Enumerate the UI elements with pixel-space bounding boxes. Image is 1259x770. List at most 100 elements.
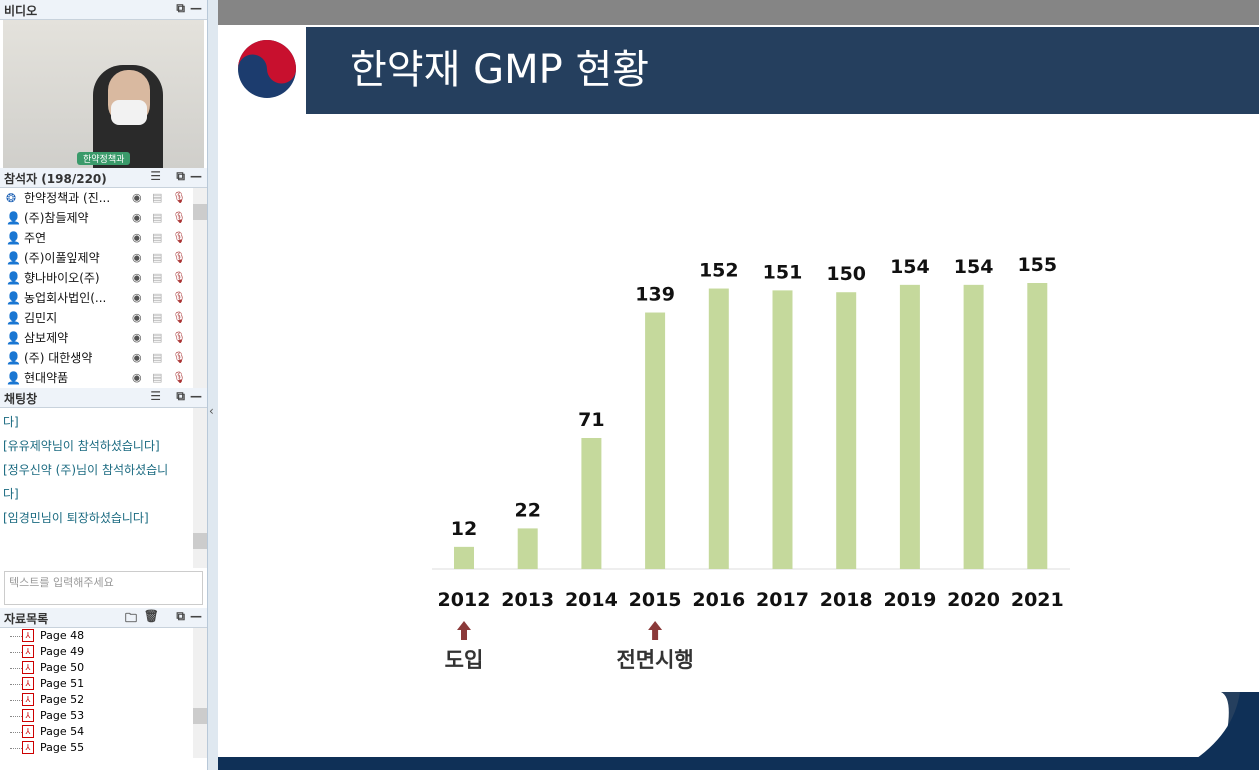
files-header: 자료목록 🗀 🗑 ⧉ —: [0, 608, 207, 628]
camera-icon[interactable]: ◉: [132, 311, 142, 324]
user-icon: 👤: [6, 211, 21, 225]
participant-name: 농업회사법인(...: [24, 291, 107, 305]
bar: [517, 528, 538, 569]
participant-row[interactable]: 👤 현대약품 ◉ ▤ 🎙: [0, 368, 207, 388]
camera-icon[interactable]: ◉: [132, 291, 142, 304]
participant-row[interactable]: 👤 삼보제약 ◉ ▤ 🎙: [0, 328, 207, 348]
mic-icon[interactable]: 🎙: [172, 271, 186, 284]
file-item[interactable]: ⅄ Page 49: [10, 644, 207, 660]
file-name: Page 48: [40, 629, 85, 642]
participant-row[interactable]: 👤 농업회사법인(... ◉ ▤ 🎙: [0, 288, 207, 308]
data-label: 154: [954, 256, 994, 278]
chat-input[interactable]: 텍스트를 입력해주세요: [4, 571, 203, 605]
participant-row[interactable]: ❂ 한약정책과 (진... ◉ ▤ 🎙: [0, 188, 207, 208]
participant-row[interactable]: 👤 김민지 ◉ ▤ 🎙: [0, 308, 207, 328]
document-icon[interactable]: ▤: [152, 231, 163, 244]
slide-title: 한약재 GMP 현황: [306, 27, 1259, 114]
document-icon[interactable]: ▤: [152, 291, 163, 304]
mic-icon[interactable]: 🎙: [172, 331, 186, 344]
scrollbar[interactable]: [193, 628, 207, 758]
file-name: Page 55: [40, 741, 85, 754]
camera-icon[interactable]: ◉: [132, 251, 142, 264]
participant-row[interactable]: 👤 주연 ◉ ▤ 🎙: [0, 228, 207, 248]
minimize-icon[interactable]: —: [190, 609, 202, 623]
data-label: 154: [890, 256, 930, 278]
camera-icon[interactable]: ◉: [132, 331, 142, 344]
popout-icon[interactable]: ⧉: [176, 389, 185, 403]
participant-name: 김민지: [24, 311, 58, 325]
mic-icon[interactable]: 🎙: [172, 251, 186, 264]
panel-splitter[interactable]: ‹: [208, 0, 218, 770]
mic-icon[interactable]: 🎙: [172, 291, 186, 304]
camera-icon[interactable]: ◉: [132, 371, 142, 384]
file-item[interactable]: ⅄ Page 48: [10, 628, 207, 644]
participant-name: 삼보제약: [24, 331, 69, 345]
x-tick-label: 2013: [501, 589, 554, 611]
document-icon[interactable]: ▤: [152, 211, 163, 224]
data-label: 71: [578, 409, 604, 431]
pdf-icon: ⅄: [22, 677, 34, 690]
document-icon[interactable]: ▤: [152, 331, 163, 344]
popout-icon[interactable]: ⧉: [176, 1, 185, 15]
camera-icon[interactable]: ◉: [132, 211, 142, 224]
x-tick-label: 2012: [438, 589, 491, 611]
file-item[interactable]: ⅄ Page 50: [10, 660, 207, 676]
participant-row[interactable]: 👤 (주)참들제약 ◉ ▤ 🎙: [0, 208, 207, 228]
mic-icon[interactable]: 🎙: [172, 231, 186, 244]
data-label: 150: [826, 263, 866, 285]
participant-name: 현대약품: [24, 371, 69, 385]
document-icon[interactable]: ▤: [152, 251, 163, 264]
files-title: 자료목록: [4, 612, 49, 626]
menu-icon[interactable]: ☰: [150, 389, 161, 403]
file-name: Page 52: [40, 693, 85, 706]
file-list: ⅄ Page 48 ⅄ Page 49 ⅄ Page 50 ⅄ Page 51 ⅄ Page 52…: [0, 628, 207, 758]
participant-row[interactable]: 👤 향나바이오(주) ◉ ▤ 🎙: [0, 268, 207, 288]
mic-icon[interactable]: 🎙: [172, 351, 186, 364]
folder-icon[interactable]: 🗀: [124, 611, 137, 625]
camera-icon[interactable]: ◉: [132, 231, 142, 244]
host-icon: ❂: [6, 191, 17, 205]
bar: [708, 288, 729, 569]
menu-icon[interactable]: ☰: [150, 169, 161, 183]
file-name: Page 51: [40, 677, 85, 690]
participants-header: 참석자 (198/220) ☰ ⧉ —: [0, 168, 207, 188]
popout-icon[interactable]: ⧉: [176, 169, 185, 183]
participant-row[interactable]: 👤 (주) 대한생약 ◉ ▤ 🎙: [0, 348, 207, 368]
file-item[interactable]: ⅄ Page 52: [10, 692, 207, 708]
mic-icon[interactable]: 🎙: [172, 311, 186, 324]
chat-message: [임경민님이 퇴장하셨습니다]: [3, 511, 149, 525]
camera-icon[interactable]: ◉: [132, 191, 142, 204]
mic-icon[interactable]: 🎙: [172, 211, 186, 224]
file-item[interactable]: ⅄ Page 55: [10, 740, 207, 756]
minimize-icon[interactable]: —: [190, 389, 202, 403]
camera-icon[interactable]: ◉: [132, 271, 142, 284]
mic-icon[interactable]: 🎙: [172, 191, 186, 204]
bar: [1027, 283, 1048, 569]
chat-message: 다]: [3, 415, 19, 429]
data-label: 155: [1017, 254, 1057, 276]
scrollbar[interactable]: [193, 188, 207, 388]
file-item[interactable]: ⅄ Page 53: [10, 708, 207, 724]
file-item[interactable]: ⅄ Page 54: [10, 724, 207, 740]
pdf-icon: ⅄: [22, 629, 34, 642]
minimize-icon[interactable]: —: [190, 1, 202, 15]
bar: [963, 284, 984, 569]
popout-icon[interactable]: ⧉: [176, 609, 185, 623]
document-icon[interactable]: ▤: [152, 311, 163, 324]
camera-icon[interactable]: ◉: [132, 351, 142, 364]
collapse-arrow-icon[interactable]: ‹: [209, 404, 214, 418]
data-label: 151: [763, 261, 803, 283]
file-item[interactable]: ⅄ Page 51: [10, 676, 207, 692]
file-name: Page 49: [40, 645, 85, 658]
file-name: Page 54: [40, 725, 85, 738]
document-icon[interactable]: ▤: [152, 191, 163, 204]
mic-icon[interactable]: 🎙: [172, 371, 186, 384]
trash-icon[interactable]: 🗑: [143, 609, 159, 623]
participant-row[interactable]: 👤 (주)이풀잎제약 ◉ ▤ 🎙: [0, 248, 207, 268]
document-icon[interactable]: ▤: [152, 371, 163, 384]
left-panel: 비디오 ⧉ — 한약정책과 참석자 (198/220) ☰ ⧉ — ❂ 한약정책과 (진…: [0, 0, 208, 770]
document-icon[interactable]: ▤: [152, 271, 163, 284]
minimize-icon[interactable]: —: [190, 169, 202, 183]
document-icon[interactable]: ▤: [152, 351, 163, 364]
scrollbar[interactable]: [193, 408, 207, 568]
